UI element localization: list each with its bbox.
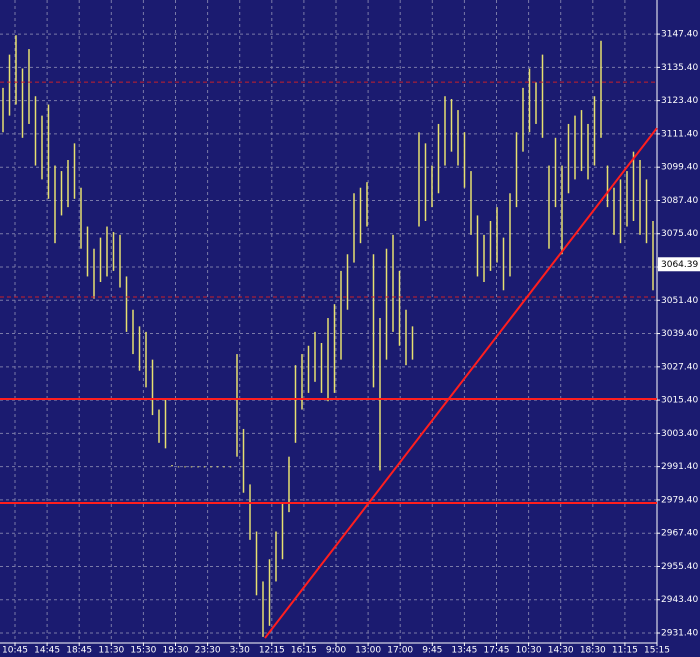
x-tick-label: 10:30 <box>516 646 542 656</box>
x-tick-label: 11:15 <box>612 646 638 656</box>
y-tick-label: 2955.40 <box>661 562 698 572</box>
y-tick-label: 2943.40 <box>661 595 698 605</box>
x-tick-label: 16:15 <box>291 646 317 656</box>
x-tick-label: 10:45 <box>2 646 28 656</box>
y-tick-label: 3051.40 <box>661 296 698 306</box>
y-tick-label: 2979.40 <box>661 495 698 505</box>
x-tick-label: 15:30 <box>130 646 156 656</box>
y-tick-label: 3015.40 <box>661 396 698 406</box>
y-tick-label: 3111.40 <box>661 129 698 139</box>
x-tick-label: 14:45 <box>34 646 60 656</box>
x-tick-label: 23:30 <box>195 646 221 656</box>
x-tick-label: 11:30 <box>98 646 124 656</box>
y-tick-label: 3075.40 <box>661 229 698 239</box>
y-tick-label: 2931.40 <box>661 629 698 639</box>
x-tick-label: 14:30 <box>548 646 574 656</box>
y-tick-label: 3135.40 <box>661 63 698 73</box>
x-tick-label: 12:15 <box>259 646 285 656</box>
y-tick-label: 3003.40 <box>661 429 698 439</box>
y-tick-label: 3027.40 <box>661 362 698 372</box>
x-tick-label: 3:30 <box>230 646 250 656</box>
x-tick-label: 17:00 <box>387 646 413 656</box>
x-tick-label: 19:30 <box>163 646 189 656</box>
last-price-label: 3064.39 <box>661 260 698 270</box>
x-tick-label: 17:45 <box>484 646 510 656</box>
last-price-box <box>658 257 700 272</box>
y-tick-label: 3123.40 <box>661 96 698 106</box>
y-tick-label: 3147.40 <box>661 30 698 40</box>
x-tick-label: 9:45 <box>422 646 442 656</box>
x-tick-label: 15:15 <box>644 646 670 656</box>
trend-line <box>264 127 658 639</box>
x-tick-label: 18:45 <box>66 646 92 656</box>
y-tick-label: 2967.40 <box>661 529 698 539</box>
x-tick-label: 9:00 <box>326 646 346 656</box>
y-tick-label: 3099.40 <box>661 163 698 173</box>
y-tick-label: 3087.40 <box>661 196 698 206</box>
x-tick-label: 13:45 <box>451 646 477 656</box>
y-tick-label: 3039.40 <box>661 329 698 339</box>
y-tick-label: 2991.40 <box>661 462 698 472</box>
x-tick-label: 18:30 <box>580 646 606 656</box>
x-tick-label: 13:00 <box>355 646 381 656</box>
